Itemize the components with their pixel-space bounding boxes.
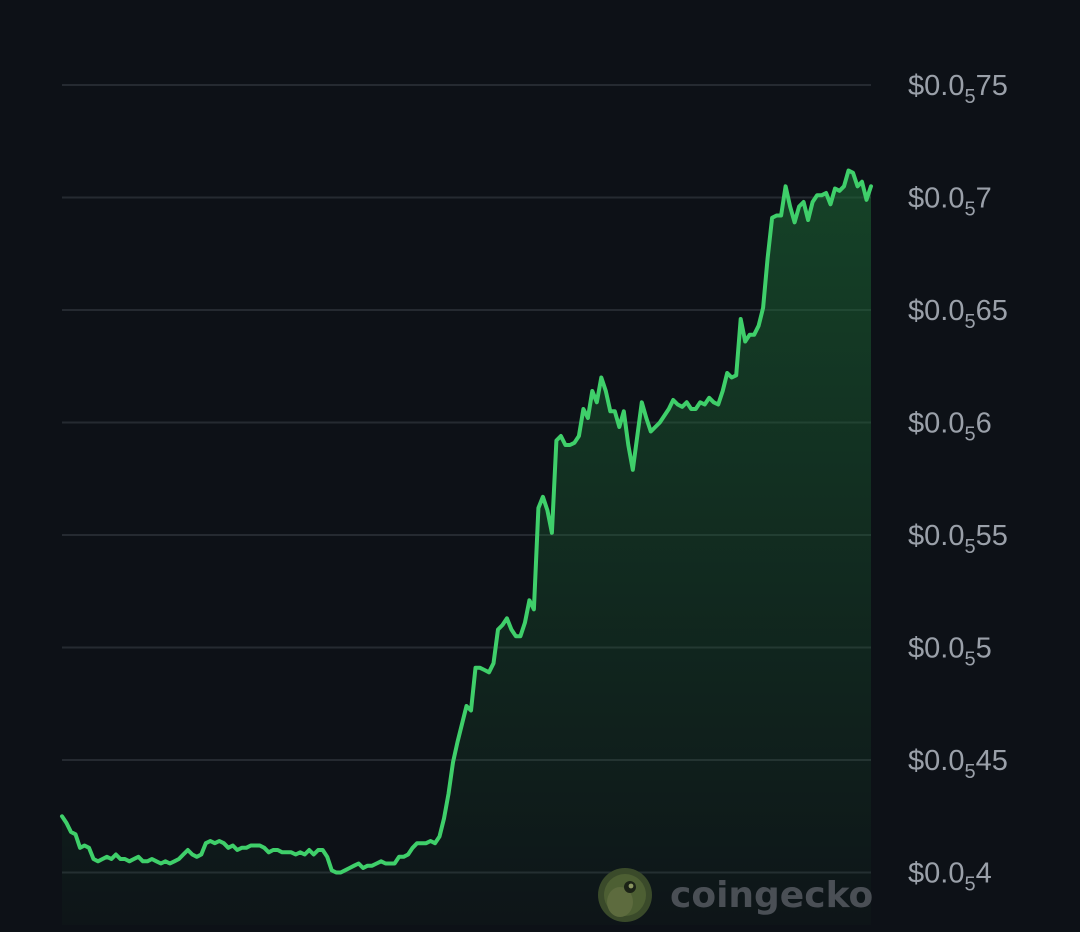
y-tick-label-1: $0.057 (908, 183, 992, 221)
gecko-icon (598, 868, 652, 922)
y-tick-label-0: $0.0575 (908, 70, 1008, 108)
y-tick-label-7: $0.054 (908, 858, 992, 896)
coingecko-watermark: coingecko (598, 868, 873, 922)
grid-lines (62, 84, 871, 874)
y-tick-label-6: $0.0545 (908, 745, 1008, 783)
price-area-fill (62, 170, 871, 925)
y-tick-label-3: $0.056 (908, 408, 992, 446)
watermark-label: coingecko (670, 875, 873, 916)
y-axis-ticks: $0.0575 $0.057 $0.0565 $0.056 $0.0555 $0.055 $… (908, 70, 1008, 896)
y-tick-label-4: $0.0555 (908, 520, 1008, 558)
y-tick-label-5: $0.055 (908, 633, 992, 671)
price-line (60, 168, 873, 875)
y-tick-label-2: $0.0565 (908, 295, 1008, 333)
